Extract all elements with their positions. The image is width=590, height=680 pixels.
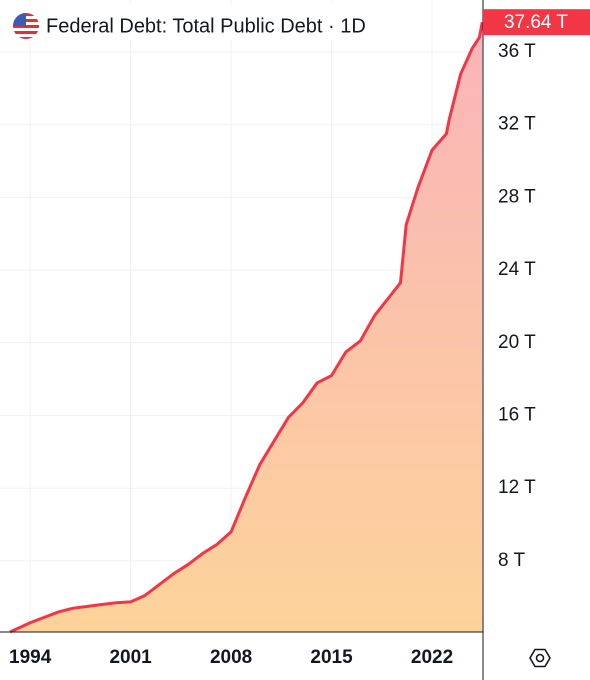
price-tag [483,9,590,36]
y-tick-label: 8 T [498,550,526,571]
x-tick-label: 2008 [210,647,252,668]
y-tick-label: 12 T [498,477,536,498]
chart-title: Federal Debt: Total Public Debt · 1D [46,15,366,37]
y-tick-label: 32 T [498,114,536,135]
settings-button[interactable] [529,648,551,668]
area-fill [10,22,483,633]
title-bg [4,4,416,40]
axes: 8 T 12 T 16 T 20 T 24 T 28 T 32 T 36 T 1994 2001 2… [9,9,590,668]
y-tick-label: 20 T [498,332,536,353]
y-tick-label: 16 T [498,405,536,426]
x-tick-label: 2015 [310,647,353,668]
plot [9,21,484,634]
price-tag-label: 37.64 T [504,12,568,33]
x-tick-label: 2001 [109,647,152,668]
y-tick-label: 28 T [498,186,536,207]
y-tick-label: 36 T [498,41,536,62]
x-tick-label: 1994 [9,647,52,668]
line [9,21,484,634]
y-tick-label: 24 T [498,259,536,280]
x-tick-label: 2022 [411,647,453,668]
